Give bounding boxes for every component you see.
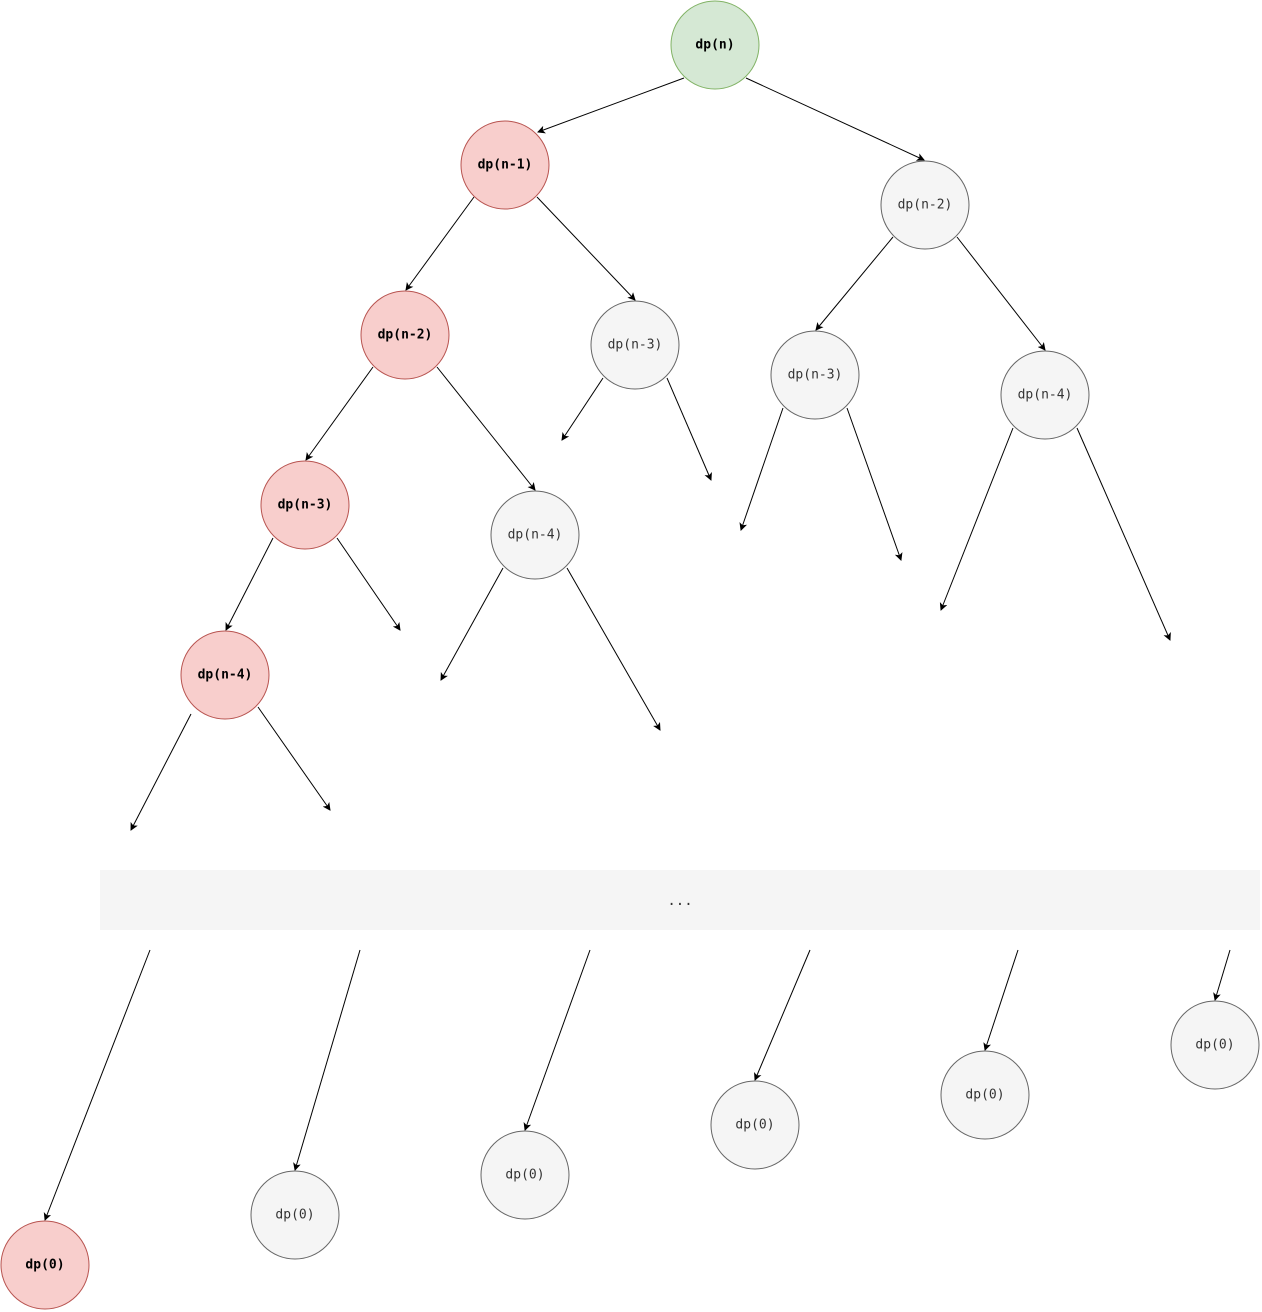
edge: [225, 537, 274, 631]
edge: [336, 537, 401, 631]
edge: [536, 196, 636, 301]
node-n-4-b: dp(n-4): [490, 490, 580, 580]
node-n-4-a: dp(n-4): [1000, 350, 1090, 440]
edge: [754, 949, 811, 1081]
edge: [983, 949, 1019, 1051]
edge: [666, 377, 712, 481]
edge: [523, 949, 591, 1131]
node-label: dp(n-4): [508, 528, 563, 543]
leaf-node-3: dp(0): [480, 1130, 570, 1220]
edge: [305, 366, 374, 461]
edge: [405, 196, 475, 291]
node-label: dp(0): [735, 1118, 774, 1133]
node-label: dp(0): [1195, 1038, 1234, 1053]
node-n-3-b: dp(n-3): [770, 330, 860, 420]
edge: [815, 236, 894, 331]
node-root: dp(n): [670, 0, 760, 90]
edges: [43, 77, 1231, 1221]
edge: [537, 77, 685, 134]
edge: [1213, 949, 1231, 1001]
node-label: dp(0): [275, 1208, 314, 1223]
edge: [939, 427, 1014, 611]
node-label: dp(n-1): [478, 158, 533, 173]
node-path-n-1: dp(n-1): [460, 120, 550, 210]
node-right-n-2: dp(n-2): [880, 160, 970, 250]
edge: [43, 949, 151, 1221]
leaf-node-5: dp(0): [940, 1050, 1030, 1140]
edge: [257, 706, 331, 811]
edge: [739, 407, 784, 531]
node-label: dp(n-2): [378, 328, 433, 343]
edge: [436, 366, 536, 491]
edge: [956, 236, 1046, 351]
node-label: dp(n): [695, 38, 734, 53]
node-label: dp(n-4): [1018, 388, 1073, 403]
node-label: dp(n-3): [608, 338, 663, 353]
node-path-n-3: dp(n-3): [260, 460, 350, 550]
node-label: dp(n-3): [278, 498, 333, 513]
edge: [1076, 427, 1171, 641]
leaf-node-4: dp(0): [710, 1080, 800, 1170]
node-label: dp(0): [505, 1168, 544, 1183]
edge: [846, 407, 903, 561]
ellipsis-band: ...: [100, 870, 1260, 930]
edge: [561, 377, 604, 441]
node-label: dp(n-4): [198, 668, 253, 683]
node-label: dp(0): [965, 1088, 1004, 1103]
edge: [566, 567, 661, 731]
leaf-node-1: dp(0): [0, 1220, 90, 1310]
node-label: dp(n-3): [788, 368, 843, 383]
node-path-n-2: dp(n-2): [360, 290, 450, 380]
edge: [293, 949, 361, 1171]
ellipsis-text: ...: [667, 893, 692, 909]
edge: [440, 567, 504, 681]
edge: [130, 713, 192, 831]
leaf-node-6: dp(0): [1170, 1000, 1260, 1090]
node-path-n-4: dp(n-4): [180, 630, 270, 720]
node-label: dp(0): [25, 1258, 64, 1273]
leaf-node-2: dp(0): [250, 1170, 340, 1260]
edge: [745, 77, 925, 161]
node-n-3-a: dp(n-3): [590, 300, 680, 390]
node-label: dp(n-2): [898, 198, 953, 213]
